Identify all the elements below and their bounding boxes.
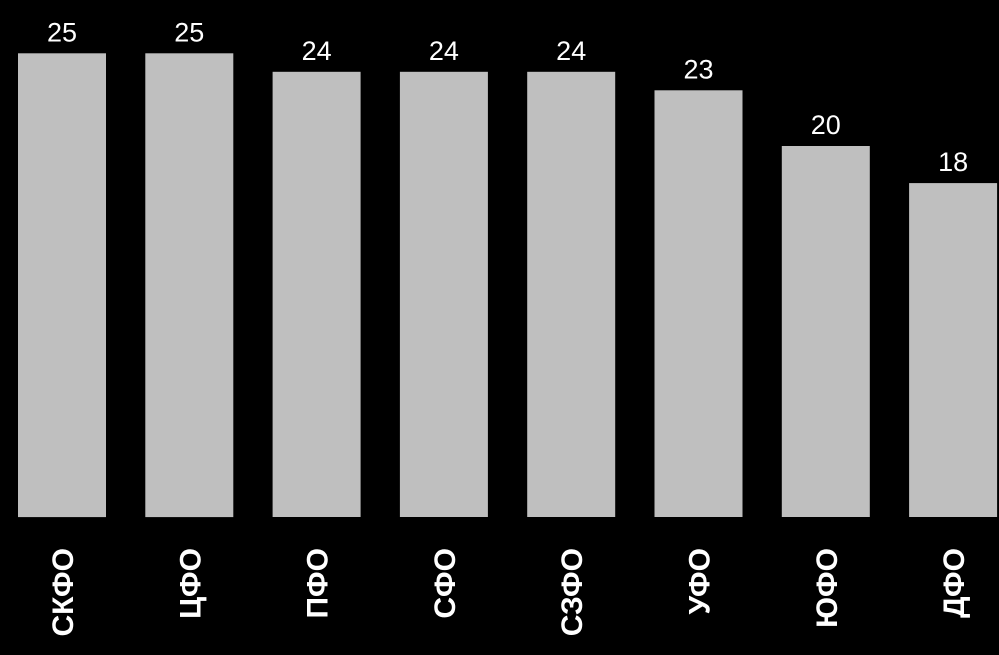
bar-4 xyxy=(399,71,488,518)
value-labels-layer: 25 25 24 24 24 23 20 18 xyxy=(47,17,968,177)
bar-5 xyxy=(527,71,616,518)
value-label-6: 23 xyxy=(683,54,713,84)
bar-3 xyxy=(272,71,361,518)
value-label-1: 25 xyxy=(47,17,77,47)
bars-layer xyxy=(18,53,998,518)
bar-8 xyxy=(909,183,998,517)
category-label-1: СКФО xyxy=(47,548,80,637)
category-label-4: СФО xyxy=(429,548,462,619)
category-label-2: ЦФО xyxy=(174,548,207,619)
category-label-6: УФО xyxy=(684,548,717,614)
bar-1 xyxy=(18,53,106,518)
category-label-5: СЗФО xyxy=(556,548,589,636)
category-labels-layer: СКФО ЦФО ПФО СФО СЗФО УФО ЮФО ДФО xyxy=(47,548,971,637)
value-label-5: 24 xyxy=(556,36,586,66)
value-label-8: 18 xyxy=(938,147,968,177)
bar-6 xyxy=(654,90,743,518)
value-label-7: 20 xyxy=(811,110,841,140)
category-label-3: ПФО xyxy=(302,548,335,619)
value-label-3: 24 xyxy=(302,36,332,66)
bar-2 xyxy=(145,53,234,518)
category-label-7: ЮФО xyxy=(811,548,844,628)
category-label-8: ДФО xyxy=(938,548,971,618)
value-label-4: 24 xyxy=(429,36,459,66)
value-label-2: 25 xyxy=(174,17,204,47)
bar-7 xyxy=(781,146,870,517)
